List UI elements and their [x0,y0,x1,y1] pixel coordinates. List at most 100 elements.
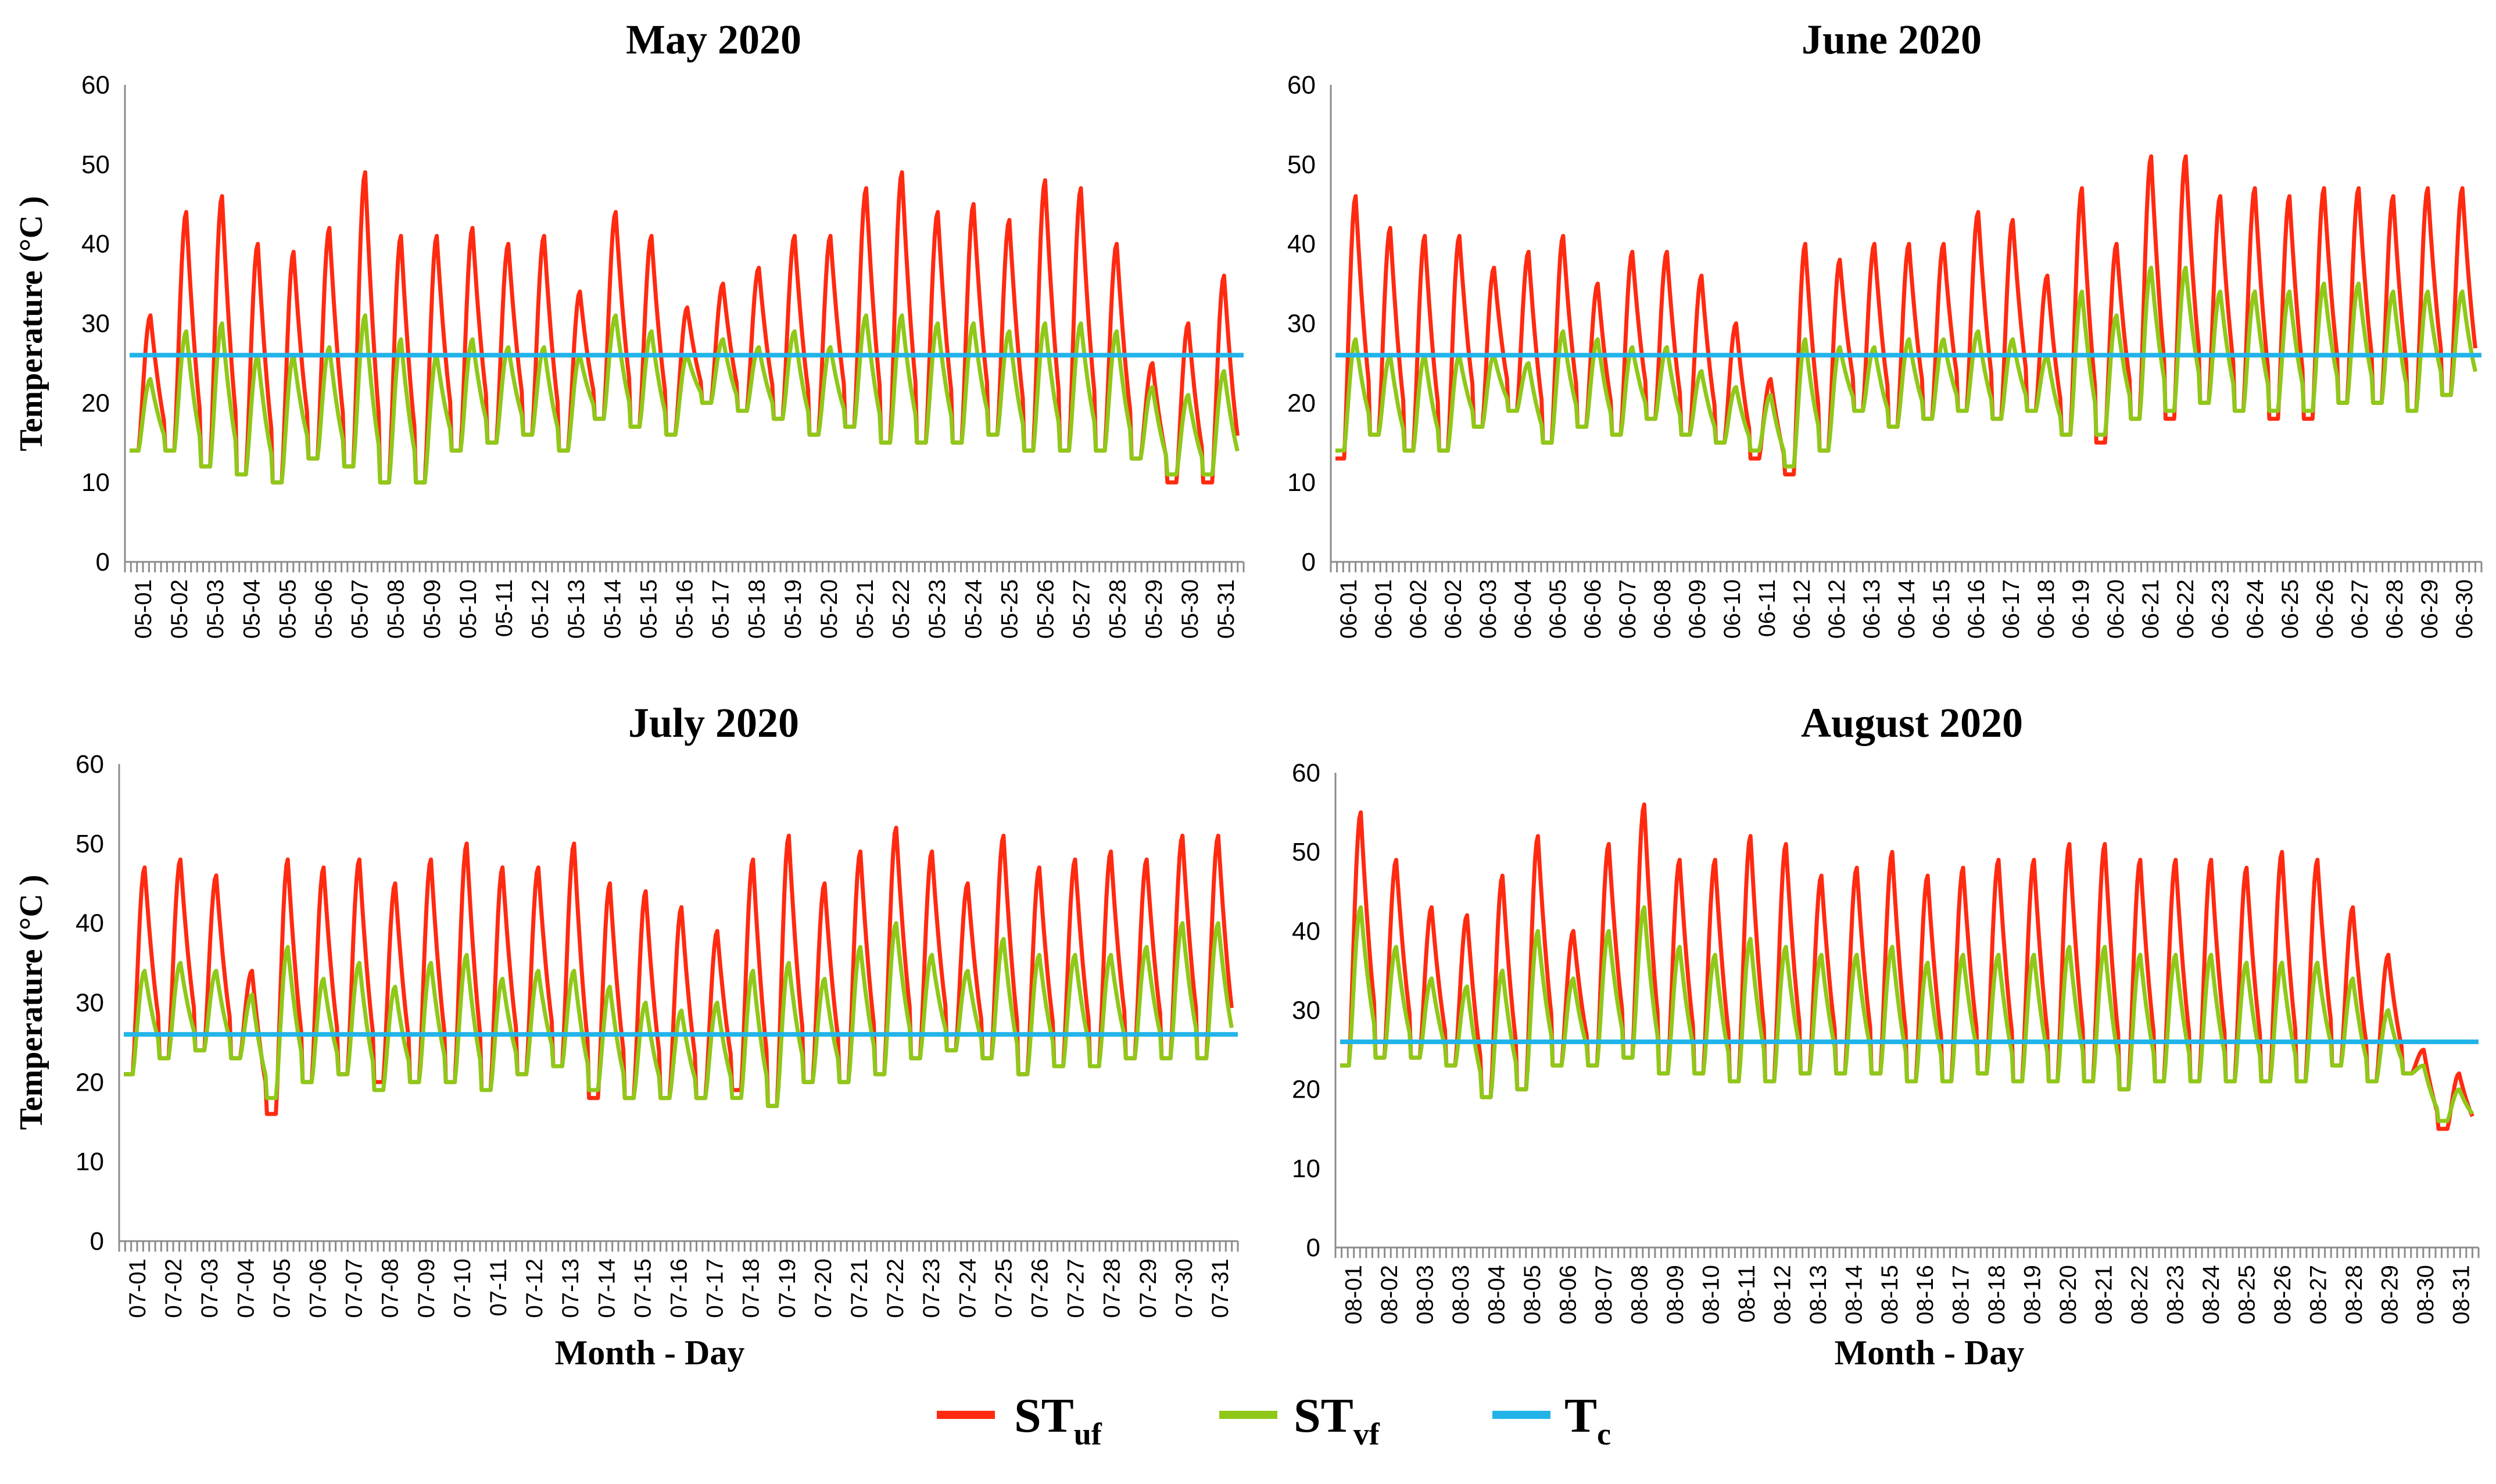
y-tick-label: 40 [1287,230,1316,259]
x-axis-label: Month - Day [555,1334,745,1372]
x-tick-label: 05-02 [167,579,192,639]
chart-title: June 2020 [1802,16,1982,63]
y-tick-label: 20 [1287,389,1316,417]
x-tick-label: 08-27 [2305,1265,2331,1324]
series-line-st-uf [1335,154,2477,476]
y-tick-label: 60 [1292,759,1320,787]
x-tick-label: 07-14 [594,1259,619,1318]
plot-area [1335,154,2481,476]
x-tick-label: 05-22 [889,579,914,639]
x-tick-label: 07-16 [667,1259,692,1318]
x-tick-label: 05-06 [311,579,337,639]
x-tick-label: 07-09 [414,1259,439,1318]
legend-label: STvf [1294,1389,1380,1451]
x-tick-label: 06-02 [1406,579,1431,639]
x-tick-label: 05-12 [528,579,553,639]
y-tick-label: 40 [76,909,104,938]
legend-label-sub: vf [1353,1417,1380,1451]
x-tick-label: 06-04 [1510,579,1536,639]
y-tick-label: 30 [76,989,104,1017]
x-tick-label: 07-01 [125,1259,151,1318]
x-tick-label: 08-09 [1663,1265,1688,1324]
x-tick-label: 07-29 [1136,1259,1161,1318]
x-tick-label: 08-04 [1484,1265,1510,1324]
x-tick-label: 08-25 [2234,1265,2259,1324]
x-tick-label: 05-07 [348,579,373,639]
x-tick-label: 07-24 [955,1259,980,1318]
x-tick-label: 05-26 [1033,579,1058,639]
x-tick-label: 08-20 [2055,1265,2081,1324]
x-tick-label: 08-07 [1591,1265,1617,1324]
y-tick-label: 50 [76,830,104,858]
x-tick-label: 07-15 [630,1259,656,1318]
y-tick-label: 30 [1287,310,1316,338]
x-tick-label: 05-31 [1213,579,1239,639]
x-tick-label: 08-17 [1949,1265,1974,1324]
chart-title: May 2020 [626,16,801,63]
x-tick-label: 08-14 [1841,1265,1867,1324]
x-tick-label: 08-30 [2413,1265,2438,1324]
y-tick-label: 40 [81,230,110,259]
x-tick-label: 06-25 [2277,579,2303,639]
x-tick-label: 08-02 [1377,1265,1402,1324]
x-tick-label: 08-16 [1913,1265,1938,1324]
x-tick-label: 07-05 [269,1259,295,1318]
x-tick-label: 08-13 [1806,1265,1831,1324]
x-tick-label: 05-10 [456,579,481,639]
legend-label-sub: uf [1074,1417,1102,1451]
x-tick-label: 07-04 [233,1259,259,1318]
x-tick-label: 06-19 [2068,579,2094,639]
x-tick-label: 08-21 [2092,1265,2117,1324]
y-tick-label: 50 [1292,838,1320,866]
x-tick-label: 07-25 [991,1259,1016,1318]
chart-title: August 2020 [1801,700,2023,746]
y-tick-label: 10 [1292,1155,1320,1183]
y-tick-label: 40 [1292,917,1320,945]
x-tick-label: 08-03 [1413,1265,1438,1324]
x-axis: 07-01 07-02 07-03 07-04 07-05 07-06 07-07 07-08… [118,1240,1239,1318]
x-tick-label: 07-07 [342,1259,367,1318]
x-tick-label: 08-24 [2198,1265,2224,1324]
x-tick-label: 06-28 [2382,579,2408,639]
x-tick-label: 08-01 [1341,1265,1367,1324]
x-tick-label: 07-08 [378,1259,403,1318]
y-tick-label: 20 [1292,1076,1320,1104]
x-tick-label: 05-05 [275,579,300,639]
y-axis: 0 10 20 30 40 50 60 [1292,759,1337,1262]
y-tick-label: 0 [96,548,110,576]
legend-item-tc: Tc [1492,1389,1611,1451]
y-tick-label: 0 [1306,1234,1320,1262]
x-tick-label: 05-21 [853,579,878,639]
y-tick-label: 10 [81,468,110,497]
legend-label-main: T [1564,1389,1597,1443]
x-tick-label: 06-26 [2312,579,2338,639]
x-tick-label: 06-30 [2452,579,2477,639]
y-tick-label: 10 [1287,468,1316,497]
x-tick-label: 07-17 [703,1259,728,1318]
x-tick-label: 05-08 [384,579,409,639]
x-tick-label: 05-23 [925,579,950,639]
x-tick-label: 06-01 [1371,579,1396,639]
series-line-st-vf [1340,905,2474,1123]
x-tick-label: 06-06 [1580,579,1606,639]
x-tick-label: 05-16 [672,579,698,639]
y-axis: 0 10 20 30 40 50 60 [76,750,120,1256]
legend-label-main: ST [1294,1389,1353,1443]
y-tick-label: 20 [76,1068,104,1096]
x-tick-label: 07-13 [558,1259,583,1318]
x-tick-label: 06-16 [1964,579,1989,639]
x-tick-label: 07-18 [739,1259,764,1318]
x-tick-label: 05-17 [708,579,734,639]
x-tick-label: 06-15 [1929,579,1954,639]
x-tick-label: 05-03 [203,579,228,639]
series-line-st-vf [129,313,1240,485]
x-tick-label: 08-18 [1984,1265,2010,1324]
x-tick-label: 08-08 [1627,1265,1652,1324]
x-tick-label: 05-04 [239,579,264,639]
y-tick-label: 50 [1287,150,1316,179]
x-tick-label: 05-19 [780,579,806,639]
legend-label-sub: c [1597,1417,1611,1451]
x-tick-label: 05-01 [131,579,156,639]
x-tick-marks [1330,562,2483,572]
